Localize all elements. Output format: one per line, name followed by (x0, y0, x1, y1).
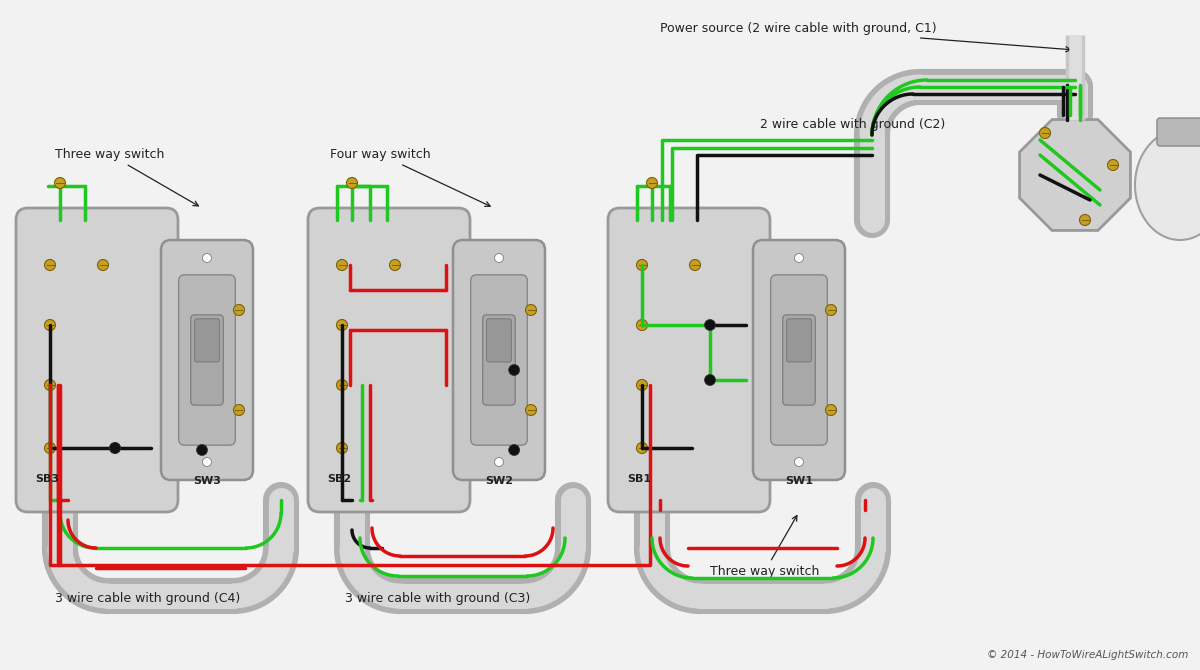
FancyBboxPatch shape (1157, 118, 1200, 146)
Text: © 2014 - HowToWireALightSwitch.com: © 2014 - HowToWireALightSwitch.com (986, 650, 1188, 660)
FancyBboxPatch shape (16, 208, 178, 512)
Circle shape (109, 442, 120, 454)
FancyBboxPatch shape (179, 275, 235, 445)
Text: Three way switch: Three way switch (55, 148, 198, 206)
Circle shape (636, 259, 648, 271)
Polygon shape (1020, 119, 1130, 230)
Circle shape (97, 259, 108, 271)
Circle shape (509, 444, 520, 456)
Text: Four way switch: Four way switch (330, 148, 491, 206)
Text: Power source (2 wire cable with ground, C1): Power source (2 wire cable with ground, … (660, 22, 1070, 52)
Circle shape (44, 259, 55, 271)
Circle shape (636, 379, 648, 391)
Circle shape (54, 178, 66, 188)
Circle shape (109, 442, 120, 454)
Circle shape (794, 458, 804, 466)
FancyBboxPatch shape (194, 319, 220, 362)
Circle shape (704, 375, 715, 385)
Circle shape (1080, 214, 1091, 226)
Text: 2 wire cable with ground (C2): 2 wire cable with ground (C2) (760, 118, 946, 131)
Circle shape (44, 379, 55, 391)
FancyBboxPatch shape (608, 208, 770, 512)
Text: SW1: SW1 (785, 476, 814, 486)
Circle shape (826, 405, 836, 415)
Circle shape (390, 259, 401, 271)
Circle shape (494, 253, 504, 263)
FancyBboxPatch shape (161, 240, 253, 480)
Text: 3 wire cable with ground (C4): 3 wire cable with ground (C4) (55, 592, 240, 605)
FancyBboxPatch shape (191, 315, 223, 405)
Circle shape (336, 259, 348, 271)
Text: SB2: SB2 (326, 474, 352, 484)
Circle shape (203, 253, 211, 263)
Circle shape (826, 304, 836, 316)
Circle shape (203, 458, 211, 466)
Circle shape (347, 178, 358, 188)
Text: SW3: SW3 (193, 476, 221, 486)
Circle shape (704, 320, 715, 330)
Circle shape (1108, 159, 1118, 170)
Circle shape (526, 304, 536, 316)
Circle shape (494, 458, 504, 466)
FancyBboxPatch shape (308, 208, 470, 512)
Circle shape (234, 405, 245, 415)
Circle shape (44, 442, 55, 454)
Circle shape (234, 304, 245, 316)
Circle shape (336, 320, 348, 330)
Circle shape (336, 379, 348, 391)
Circle shape (647, 178, 658, 188)
Circle shape (1039, 127, 1050, 139)
Circle shape (197, 444, 208, 456)
Text: SW2: SW2 (485, 476, 514, 486)
FancyBboxPatch shape (470, 275, 527, 445)
FancyBboxPatch shape (454, 240, 545, 480)
Circle shape (636, 442, 648, 454)
Ellipse shape (1135, 130, 1200, 240)
Text: Three way switch: Three way switch (710, 516, 820, 578)
Circle shape (636, 320, 648, 330)
Circle shape (336, 442, 348, 454)
FancyBboxPatch shape (770, 275, 827, 445)
Circle shape (794, 253, 804, 263)
Circle shape (44, 320, 55, 330)
Circle shape (509, 364, 520, 375)
FancyBboxPatch shape (487, 319, 511, 362)
FancyBboxPatch shape (782, 315, 815, 405)
Text: SB1: SB1 (628, 474, 652, 484)
FancyBboxPatch shape (754, 240, 845, 480)
Circle shape (690, 259, 701, 271)
Circle shape (526, 405, 536, 415)
FancyBboxPatch shape (787, 319, 811, 362)
Text: 3 wire cable with ground (C3): 3 wire cable with ground (C3) (346, 592, 530, 605)
FancyBboxPatch shape (482, 315, 515, 405)
Text: SB3: SB3 (35, 474, 59, 484)
